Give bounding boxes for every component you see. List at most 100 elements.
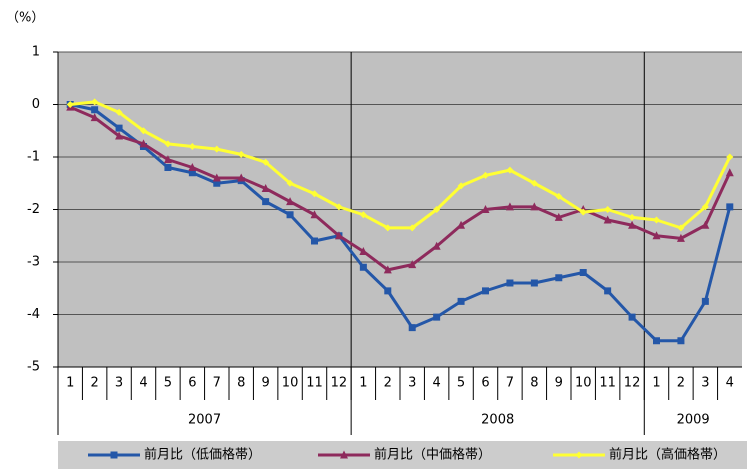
legend-label: 前月比（低価格帯） (144, 447, 261, 463)
marker (579, 208, 587, 216)
marker (164, 140, 172, 148)
marker (604, 206, 612, 213)
legend-label: 前月比（中価格帯） (374, 447, 491, 463)
marker (384, 287, 392, 295)
marker (140, 127, 147, 135)
marker (334, 231, 343, 240)
marker (115, 108, 123, 116)
x-tick-label: 12 (624, 376, 641, 391)
x-tick-label: 11 (306, 376, 323, 391)
x-tick-label: 2 (384, 376, 392, 391)
marker (66, 101, 74, 108)
y-tick-label: -4 (27, 307, 40, 322)
marker (311, 237, 318, 245)
marker (555, 274, 563, 282)
marker (652, 231, 661, 240)
y-tick-label: 0 (32, 97, 40, 112)
marker (701, 220, 710, 229)
marker (408, 324, 416, 332)
marker (555, 192, 563, 200)
marker (433, 206, 441, 213)
marker (653, 216, 660, 224)
marker (188, 143, 196, 150)
marker (530, 279, 538, 287)
marker (604, 287, 612, 295)
marker (91, 98, 99, 106)
marker (286, 211, 294, 219)
marker (212, 173, 221, 182)
marker (91, 106, 99, 114)
marker (628, 220, 637, 229)
marker (505, 202, 514, 211)
y-tick-label: 1 (32, 45, 40, 60)
series-line (69, 103, 732, 343)
marker (163, 155, 172, 164)
marker (506, 166, 514, 174)
marker (90, 113, 99, 122)
x-tick-label: 1 (66, 376, 74, 391)
marker (359, 211, 367, 219)
x-tick-label: 7 (213, 376, 221, 391)
marker (481, 205, 490, 213)
marker (432, 241, 441, 250)
x-tick-label: 4 (433, 376, 441, 391)
marker (677, 224, 685, 232)
y-tick-label: -1 (27, 150, 40, 165)
x-tick-label: 2 (677, 376, 685, 391)
marker (530, 202, 539, 211)
marker (359, 263, 367, 271)
x-tick-label: 10 (282, 376, 299, 391)
marker (213, 179, 221, 187)
marker (457, 297, 465, 305)
x-tick-label: 3 (701, 376, 709, 391)
marker (726, 153, 734, 161)
legend-box (58, 441, 747, 469)
marker (115, 124, 123, 132)
x-tick-label: 1 (652, 376, 660, 391)
marker (482, 171, 489, 179)
year-label: 2008 (481, 413, 514, 428)
x-tick-label: 5 (457, 376, 465, 391)
x-tick-label: 4 (139, 376, 147, 391)
x-tick-label: 8 (237, 376, 245, 391)
marker (726, 203, 734, 211)
y-tick-label: -3 (27, 255, 40, 270)
x-tick-label: 6 (188, 376, 196, 391)
marker (677, 337, 685, 345)
x-tick-label: 8 (530, 376, 538, 391)
marker (482, 287, 489, 295)
marker (340, 450, 348, 459)
x-tick-label: 10 (575, 376, 592, 391)
marker (310, 210, 319, 219)
marker (110, 451, 118, 459)
marker (335, 203, 343, 211)
marker (237, 173, 246, 182)
x-tick-label: 2 (91, 376, 99, 391)
marker (383, 265, 392, 274)
marker (701, 203, 709, 211)
x-tick-label: 3 (115, 376, 123, 391)
marker (457, 182, 465, 190)
marker (554, 212, 563, 221)
marker (457, 220, 466, 229)
x-tick-label: 3 (408, 376, 416, 391)
y-tick-label: -5 (27, 360, 40, 375)
marker (262, 198, 270, 206)
year-label: 2007 (188, 413, 221, 428)
x-tick-label: 11 (599, 376, 616, 391)
marker (286, 197, 295, 206)
year-label: 2009 (677, 413, 710, 428)
marker (213, 145, 221, 153)
marker (433, 313, 441, 321)
marker (725, 168, 734, 177)
marker (188, 169, 196, 177)
marker (384, 224, 392, 232)
marker (628, 213, 636, 221)
marker (359, 247, 368, 255)
unit-label: （%） (6, 11, 44, 26)
marker (603, 215, 612, 224)
series-line (70, 100, 732, 230)
x-tick-label: 1 (359, 376, 367, 391)
marker (261, 184, 270, 192)
